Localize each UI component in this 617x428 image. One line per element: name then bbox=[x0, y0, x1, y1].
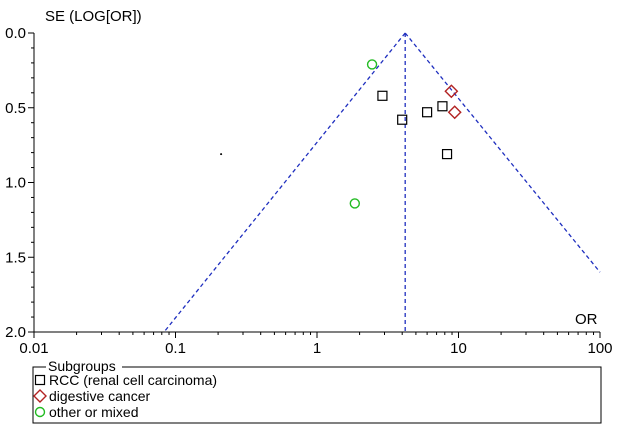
data-points bbox=[220, 59, 462, 209]
x-tick-label: 10 bbox=[450, 340, 467, 357]
legend-box bbox=[32, 366, 602, 424]
data-point-square bbox=[397, 114, 408, 125]
legend-label: RCC (renal cell carcinoma) bbox=[49, 372, 217, 388]
x-tick-label: 100 bbox=[587, 340, 612, 357]
legend-title: Subgroups bbox=[48, 358, 116, 374]
legend-label: digestive cancer bbox=[49, 388, 151, 404]
y-tick-label: 0.0 bbox=[5, 25, 26, 42]
y-tick-label: 1.5 bbox=[5, 249, 26, 266]
funnel-right-line bbox=[404, 32, 601, 273]
y-tick-label: 1.0 bbox=[5, 175, 26, 192]
data-point-diamond bbox=[447, 105, 462, 120]
x-tick-label: 1 bbox=[313, 340, 321, 357]
y-tick-label: 2.0 bbox=[5, 324, 26, 341]
stray-data-point bbox=[220, 153, 223, 156]
data-point-square bbox=[377, 90, 388, 101]
data-point-square bbox=[437, 101, 448, 112]
axes: 0.0 0.5 1.0 1.5 2.00.01 0.1 1 10 100 bbox=[5, 25, 612, 357]
x-tick-label: 0.1 bbox=[165, 340, 186, 357]
legend: Subgroups RCC (renal cell carcinoma)dige… bbox=[32, 358, 602, 424]
x-tick-label: 0.01 bbox=[19, 340, 48, 357]
funnel-left-line bbox=[163, 32, 406, 333]
x-axis-title: OR bbox=[575, 311, 598, 328]
data-point-circle bbox=[366, 59, 378, 70]
legend-title-bg bbox=[46, 358, 122, 372]
y-axis-title: SE (LOG[OR]) bbox=[45, 8, 142, 25]
data-point-circle bbox=[349, 198, 361, 209]
data-point-square bbox=[441, 148, 453, 160]
funnel-lines bbox=[163, 32, 601, 333]
legend-marker-circle bbox=[34, 406, 46, 418]
data-point-square bbox=[422, 107, 433, 118]
legend-marker-square bbox=[34, 374, 46, 386]
legend-marker-diamond bbox=[33, 389, 47, 403]
legend-label: other or mixed bbox=[49, 404, 138, 420]
data-point-diamond bbox=[444, 84, 459, 99]
y-tick-label: 0.5 bbox=[5, 100, 26, 117]
